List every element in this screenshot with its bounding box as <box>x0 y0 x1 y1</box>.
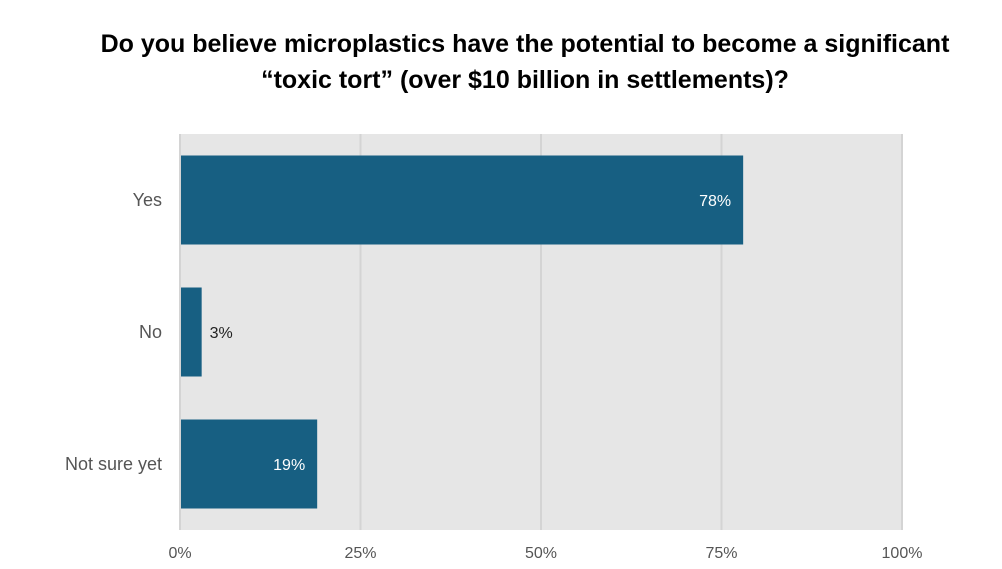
data-label: 19% <box>273 457 305 474</box>
x-tick-label: 0% <box>168 545 191 562</box>
chart-title: Do you believe microplastics have the po… <box>100 30 950 94</box>
y-category-label: Yes <box>133 190 162 210</box>
bar-no <box>181 287 202 377</box>
x-tick-label: 25% <box>344 545 376 562</box>
data-label: 3% <box>210 325 233 342</box>
bar-yes <box>181 155 744 245</box>
data-label: 78% <box>699 193 731 210</box>
x-tick-label: 75% <box>705 545 737 562</box>
bar-not-sure-yet <box>181 419 318 509</box>
y-category-label: Not sure yet <box>65 454 162 474</box>
x-tick-label: 100% <box>882 545 923 562</box>
y-category-label: No <box>139 322 162 342</box>
x-tick-label: 50% <box>525 545 557 562</box>
